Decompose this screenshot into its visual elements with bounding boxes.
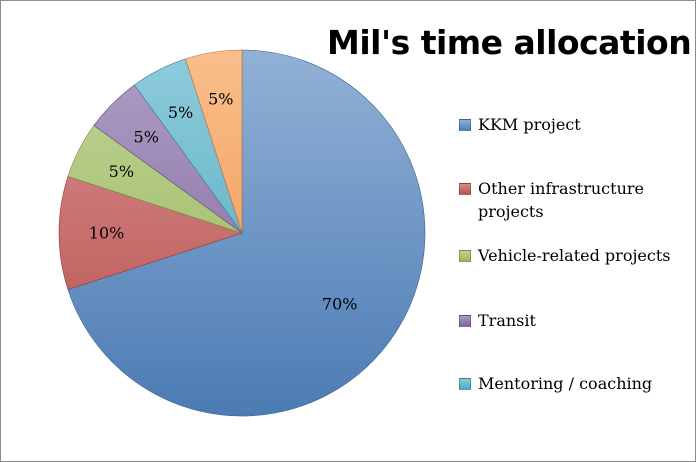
data-label-mentoring-coaching: 5% (168, 103, 193, 122)
pie-slice-unlabeled (185, 49, 243, 234)
pie-data-labels: 70%10%5%5%5%5% (89, 90, 358, 314)
legend-label: Mentoring / coaching (478, 374, 653, 393)
pie-slice-other-infrastructure-projects (58, 176, 243, 290)
pie-slices (58, 49, 426, 417)
legend-item-transit: Transit (459, 309, 691, 332)
legend-label: KKM project (478, 115, 581, 134)
legend-item-mentoring-coaching: Mentoring / coaching (459, 372, 691, 395)
legend-item-other-infrastructure-projects: Other infrastructure projects (459, 177, 691, 223)
data-label-transit: 5% (134, 128, 159, 147)
legend-swatch (459, 250, 471, 262)
legend-swatch (459, 119, 471, 131)
data-label-unlabeled: 5% (208, 90, 233, 109)
legend-label: Vehicle-related projects (478, 246, 671, 265)
legend-item-vehicle-related-projects: Vehicle-related projects (459, 244, 691, 267)
legend-label: Transit (478, 311, 536, 330)
pie-slice-kkm-project (67, 49, 426, 417)
legend-swatch (459, 315, 471, 327)
data-label-vehicle-related-projects: 5% (109, 162, 134, 181)
data-label-kkm-project: 70% (322, 294, 358, 313)
legend-label: Other infrastructure projects (478, 179, 644, 221)
legend-swatch (459, 183, 471, 195)
chart-title: Mil's time allocation (327, 23, 692, 62)
data-label-other-infrastructure-projects: 10% (89, 224, 125, 243)
legend-item-kkm-project: KKM project (459, 113, 691, 136)
legend-swatch (459, 378, 471, 390)
